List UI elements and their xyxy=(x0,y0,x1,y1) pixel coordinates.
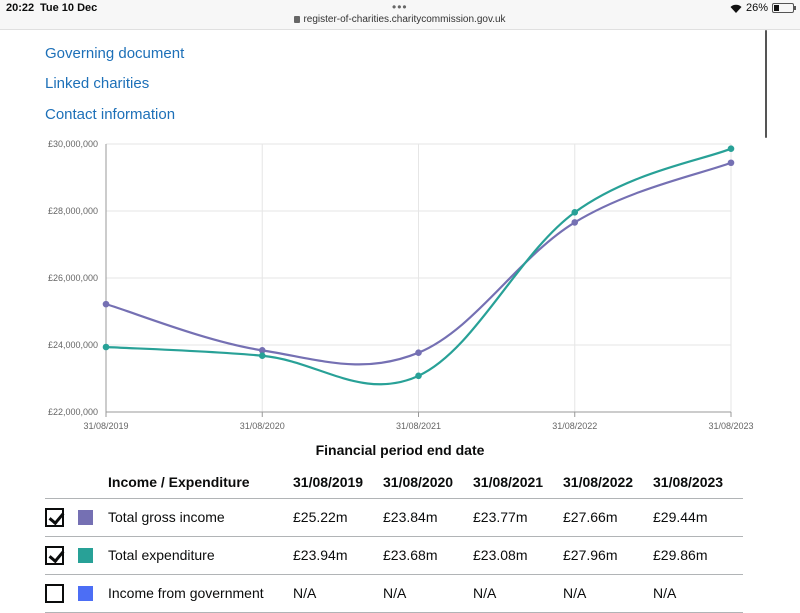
x-tick-label: 31/08/2019 xyxy=(83,421,128,431)
x-tick-label: 31/08/2022 xyxy=(552,421,597,431)
status-time: 20:22 xyxy=(6,2,35,14)
url-text: register-of-charities.charitycommission.… xyxy=(303,14,506,25)
header-period: 31/08/2020 xyxy=(383,470,473,499)
multitasking-dots-icon[interactable]: ••• xyxy=(392,0,408,14)
data-point-gross-income xyxy=(727,159,735,167)
scroll-indicator[interactable] xyxy=(765,30,767,138)
row-value: £29.44m xyxy=(653,498,743,537)
link-linked-charities[interactable]: Linked charities xyxy=(45,75,150,92)
table-header-row: Income / Expenditure 31/08/2019 31/08/20… xyxy=(45,470,743,499)
lock-icon xyxy=(294,16,301,23)
header-period: 31/08/2022 xyxy=(563,470,653,499)
battery-percent: 26% xyxy=(745,2,768,14)
series-color-swatch xyxy=(78,548,93,564)
row-label: Income from government xyxy=(108,574,293,613)
row-value: N/A xyxy=(653,574,743,613)
ios-status-bar: 20:22 Tue 10 Dec ••• register-of-chariti… xyxy=(0,0,800,30)
row-label: Total gross income xyxy=(108,498,293,537)
y-tick-label: £22,000,000 xyxy=(48,407,98,417)
table-row: Total expenditure £23.94m £23.68m £23.08m £2… xyxy=(45,536,743,575)
row-value: N/A xyxy=(473,574,563,613)
data-point-expenditure xyxy=(102,343,110,351)
header-period: 31/08/2023 xyxy=(653,470,743,499)
row-value: N/A xyxy=(383,574,473,613)
row-value: £27.96m xyxy=(563,536,653,575)
data-point-gross-income xyxy=(415,349,422,357)
row-value: N/A xyxy=(293,574,383,613)
wifi-icon xyxy=(730,4,742,13)
address-bar[interactable]: register-of-charities.charitycommission.… xyxy=(0,14,800,25)
x-tick-label: 31/08/2021 xyxy=(396,421,441,431)
row-value: N/A xyxy=(563,574,653,613)
series-checkbox[interactable] xyxy=(45,545,64,565)
series-checkbox[interactable] xyxy=(45,507,64,527)
series-line-gross-income xyxy=(105,161,732,366)
series-color-swatch xyxy=(78,586,93,602)
y-tick-label: £26,000,000 xyxy=(48,273,98,283)
y-tick-label: £28,000,000 xyxy=(48,206,98,216)
data-point-expenditure xyxy=(727,145,735,152)
x-tick-label: 31/08/2020 xyxy=(240,421,285,431)
row-value: £29.86m xyxy=(653,536,743,575)
data-point-expenditure xyxy=(258,352,266,360)
row-value: £23.94m xyxy=(293,536,383,575)
series-color-swatch xyxy=(78,510,93,526)
row-label: Total expenditure xyxy=(108,536,293,575)
y-tick-label: £30,000,000 xyxy=(48,139,98,149)
data-point-expenditure xyxy=(415,372,422,380)
table-row: Income from government N/A N/A N/A N/A N/A xyxy=(45,574,743,613)
series-line-expenditure xyxy=(105,147,732,386)
row-value: £23.77m xyxy=(473,498,563,537)
income-expenditure-line-chart: £30,000,000 £28,000,000 £26,000,000 £24,000… xyxy=(48,139,754,431)
battery-fill xyxy=(774,5,779,11)
data-point-gross-income xyxy=(258,347,266,354)
row-value: £25.22m xyxy=(293,498,383,537)
link-contact-information[interactable]: Contact information xyxy=(45,106,176,123)
battery-icon xyxy=(772,3,796,13)
row-value: £23.84m xyxy=(383,498,473,537)
row-value: £23.68m xyxy=(383,536,473,575)
x-tick-label: 31/08/2023 xyxy=(708,421,753,431)
header-period: 31/08/2021 xyxy=(473,470,563,499)
data-point-gross-income xyxy=(102,300,110,308)
row-value: £23.08m xyxy=(473,536,563,575)
header-period: 31/08/2019 xyxy=(293,470,383,499)
data-point-expenditure xyxy=(571,209,579,216)
income-expenditure-table: Income / Expenditure 31/08/2019 31/08/20… xyxy=(45,470,743,613)
header-income-expenditure: Income / Expenditure xyxy=(108,470,293,499)
x-axis-title: Financial period end date xyxy=(315,442,485,458)
data-point-gross-income xyxy=(571,219,579,226)
status-date: Tue 10 Dec xyxy=(40,2,98,14)
table-row: Total gross income £25.22m £23.84m £23.77m £… xyxy=(45,498,743,537)
row-value: £27.66m xyxy=(563,498,653,537)
link-governing-document[interactable]: Governing document xyxy=(45,45,185,62)
status-right: 26% xyxy=(730,2,796,14)
y-tick-label: £24,000,000 xyxy=(48,340,98,350)
